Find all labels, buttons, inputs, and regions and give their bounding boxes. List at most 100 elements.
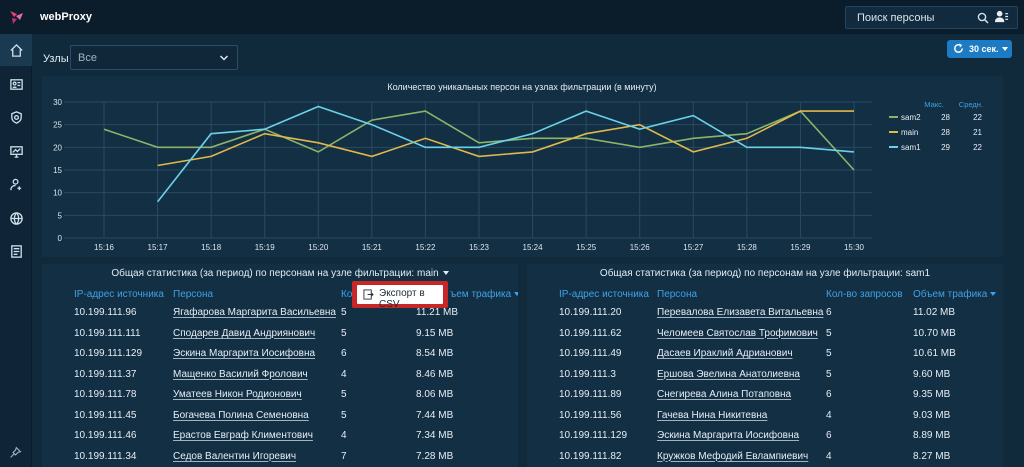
legend-max-main: 28 — [941, 128, 950, 137]
series-line-sam2 — [103, 110, 855, 171]
cell-requests: 5 — [341, 327, 347, 339]
cell-requests: 5 — [341, 389, 347, 400]
nav-reports[interactable] — [0, 235, 32, 267]
cell-requests: 4 — [826, 450, 832, 462]
x-tick-label: 15:22 — [415, 243, 436, 252]
col-traffic[interactable]: Объем трафика — [913, 289, 997, 300]
nav-security[interactable] — [0, 101, 32, 133]
nav-home[interactable] — [0, 34, 32, 66]
cell-traffic: 8.54 MB — [416, 348, 454, 359]
y-tick-label: 0 — [58, 234, 63, 243]
cell-requests: 4 — [341, 430, 347, 441]
pin-button[interactable] — [9, 446, 22, 462]
user-menu-icon[interactable] — [994, 9, 1009, 24]
table-row: 10.199.111.37 Мащенко Василий Фролович 4 8.… — [42, 366, 518, 386]
app-logo[interactable] — [0, 0, 32, 34]
col-traffic-label: ъем трафика — [450, 289, 512, 300]
cell-person[interactable]: Гачева Нина Никитевна — [657, 409, 768, 421]
cell-traffic: 8.06 MB — [416, 389, 454, 400]
search-icon[interactable] — [977, 12, 989, 24]
sidebar — [0, 0, 32, 467]
table-row: 10.199.111.78 Уматеев Никон Родионович 5 8.… — [42, 386, 518, 406]
cell-person[interactable]: Ерастов Евграф Климентович — [173, 430, 314, 441]
x-tick-label: 15:16 — [94, 243, 115, 252]
left-stats-panel: Общая статистика (за период) по персонам… — [42, 264, 518, 467]
cell-person[interactable]: Ершова Эвелина Анатолиевна — [657, 368, 800, 380]
sort-desc-icon — [990, 292, 997, 297]
cell-ip: 10.199.111.37 — [74, 368, 137, 380]
cell-ip: 10.199.111.82 — [559, 450, 622, 462]
x-tick-label: 15:29 — [790, 243, 811, 252]
nodes-select[interactable]: Все — [70, 45, 238, 70]
globe-icon — [9, 211, 23, 225]
cell-requests: 5 — [341, 409, 347, 421]
cell-requests: 6 — [341, 348, 347, 359]
cell-person[interactable]: Снегирева Алина Потаповна — [657, 389, 792, 400]
x-tick-label: 15:23 — [469, 243, 490, 252]
refresh-interval-label: 30 сек. — [969, 44, 999, 54]
cell-person[interactable]: Седов Валентин Игоревич — [173, 450, 297, 462]
legend-avg-sam1: 22 — [973, 143, 982, 152]
chevron-down-icon — [219, 55, 229, 61]
x-tick-label: 15:27 — [683, 243, 704, 252]
nav-monitoring[interactable] — [0, 135, 32, 167]
cell-person[interactable]: Ягафарова Маргарита Васильевна — [173, 307, 336, 318]
y-tick-label: 20 — [53, 143, 62, 152]
cell-person[interactable]: Сподарев Давид Андриянович — [173, 327, 316, 339]
cell-person[interactable]: Богачева Полина Семеновна — [173, 409, 309, 421]
table-row: 10.199.111.96 Ягафарова Маргарита Василье… — [42, 304, 518, 324]
cell-person[interactable]: Челомеев Святослав Трофимович — [657, 327, 818, 339]
legend-label-main: main — [901, 128, 918, 137]
cell-ip: 10.199.111.111 — [74, 327, 141, 339]
unique-persons-chart: Количество уникальных персон на узлах фи… — [53, 82, 983, 252]
cell-person[interactable]: Уматеев Никон Родионович — [173, 389, 302, 400]
cell-person[interactable]: Дасаев Ираклий Адрианович — [657, 348, 793, 359]
cell-person[interactable]: Мащенко Василий Фролович — [173, 368, 308, 380]
export-csv-label: Экспорт в CSV — [379, 288, 425, 310]
legend-max-sam1: 29 — [941, 143, 950, 152]
cell-requests: 5 — [826, 368, 832, 380]
cell-traffic: 7.34 MB — [416, 430, 454, 441]
person-search-input[interactable]: Поиск персоны — [845, 6, 1018, 29]
nodes-label: Узлы — [43, 53, 69, 65]
node-switch-caret-icon[interactable] — [442, 271, 449, 276]
nav-network[interactable] — [0, 202, 32, 234]
legend-label-sam1: sam1 — [901, 143, 921, 152]
pin-icon — [10, 446, 22, 458]
x-tick-label: 15:20 — [308, 243, 329, 252]
y-tick-label: 25 — [53, 121, 62, 130]
table-row: 10.199.111.49 Дасаев Ираклий Адрианович 5 1… — [527, 345, 1003, 365]
refresh-icon — [954, 43, 963, 53]
cell-person[interactable]: Перевалова Елизавета Витальевна — [657, 307, 824, 318]
col-requests[interactable]: Кол-во запросов — [826, 289, 903, 300]
export-csv-button[interactable]: Экспорт в CSV — [357, 285, 443, 310]
cell-person[interactable]: Кружков Мефодий Евлампиевич — [657, 450, 809, 462]
nav-users[interactable] — [0, 168, 32, 200]
cell-person[interactable]: Эскина Маргарита Иосифовна — [173, 348, 316, 359]
series-line-main — [157, 110, 854, 167]
x-tick-label: 15:28 — [737, 243, 758, 252]
left-table-title[interactable]: Общая статистика (за период) по персонам… — [42, 268, 518, 279]
nav-persons[interactable] — [0, 68, 32, 100]
y-tick-label: 30 — [53, 98, 62, 107]
cell-ip: 10.199.111.49 — [559, 348, 622, 359]
cell-requests: 5 — [341, 307, 347, 318]
x-tick-label: 15:24 — [523, 243, 544, 252]
x-tick-label: 15:30 — [844, 243, 865, 252]
refresh-interval-button[interactable]: 30 сек. — [947, 40, 1012, 58]
col-ip[interactable]: IP-адрес источника — [559, 289, 649, 300]
cell-person[interactable]: Эскина Маргарита Иосифовна — [657, 430, 800, 441]
col-person[interactable]: Персона — [173, 289, 214, 300]
col-ip[interactable]: IP-адрес источника — [74, 289, 164, 300]
search-placeholder: Поиск персоны — [857, 12, 935, 24]
cell-requests: 6 — [826, 389, 832, 400]
cell-traffic: 9.35 MB — [913, 389, 951, 400]
y-tick-label: 10 — [53, 189, 62, 198]
x-tick-label: 15:26 — [630, 243, 651, 252]
cell-traffic: 11.02 MB — [913, 307, 956, 318]
col-traffic[interactable]: ъем трафика — [450, 289, 518, 300]
shield-icon — [10, 110, 22, 124]
col-person[interactable]: Персона — [657, 289, 698, 300]
col-requests[interactable]: Кол — [341, 289, 359, 300]
cell-traffic: 10.70 MB — [913, 327, 956, 339]
